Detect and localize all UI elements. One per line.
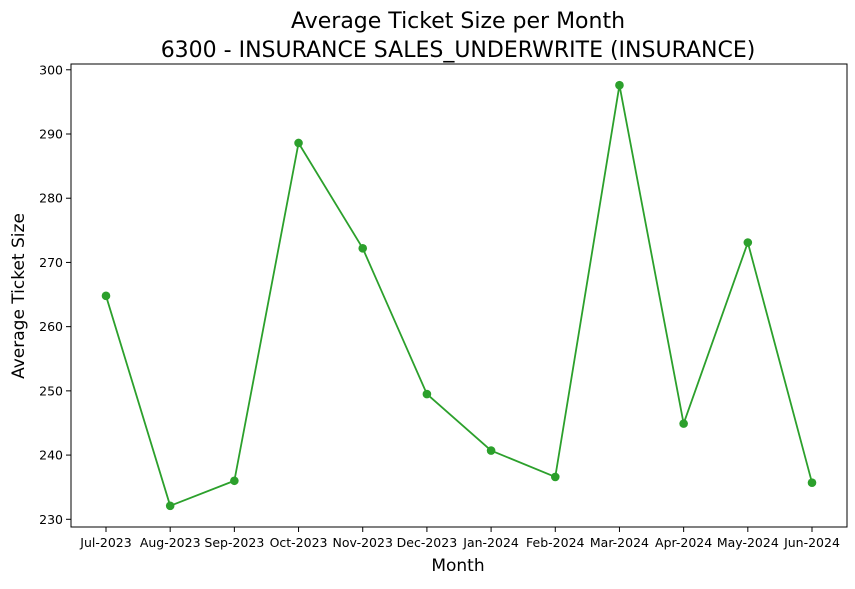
series-layer bbox=[101, 80, 817, 511]
x-tick-label: Feb-2024 bbox=[526, 535, 585, 550]
data-point bbox=[422, 389, 432, 399]
data-point bbox=[101, 291, 111, 301]
data-point bbox=[550, 472, 560, 482]
x-tick-label: Dec-2023 bbox=[397, 535, 458, 550]
series-line bbox=[105, 84, 813, 507]
y-tick-label: 250 bbox=[39, 383, 63, 398]
y-tick-label: 240 bbox=[39, 448, 63, 463]
chart-title-line-1: Average Ticket Size per Month bbox=[291, 9, 625, 34]
data-point bbox=[679, 419, 688, 428]
x-tick-label: Jan-2024 bbox=[462, 535, 519, 550]
x-tick-label: Nov-2023 bbox=[333, 535, 393, 550]
x-tick-label: Sep-2023 bbox=[204, 535, 264, 550]
data-point bbox=[743, 238, 753, 247]
y-tick-label: 230 bbox=[39, 512, 63, 527]
x-axis: Jul-2023 Aug-2023 Sep-2023 Oct-2023 Nov-2023… bbox=[79, 527, 840, 550]
plot-frame bbox=[70, 63, 848, 528]
data-point bbox=[486, 446, 496, 455]
x-tick-label: May-2024 bbox=[717, 535, 779, 550]
y-tick-label: 260 bbox=[39, 319, 63, 334]
y-axis: 230 240 250 260 270 280 290 300 bbox=[39, 62, 71, 527]
y-axis-label: Average Ticket Size bbox=[9, 213, 29, 379]
y-tick-label: 270 bbox=[39, 255, 63, 270]
y-tick-label: 280 bbox=[39, 191, 63, 206]
x-tick-label: Aug-2023 bbox=[140, 535, 201, 550]
chart-title-line-2: 6300 - INSURANCE SALES_UNDERWRITE (INSUR… bbox=[161, 38, 756, 63]
x-tick-label: Jul-2023 bbox=[79, 535, 131, 550]
x-axis-label: Month bbox=[431, 556, 484, 576]
x-tick-label: Mar-2024 bbox=[590, 535, 649, 550]
data-point bbox=[807, 478, 817, 487]
x-tick-label: Jun-2024 bbox=[783, 535, 840, 550]
data-point bbox=[165, 501, 175, 511]
x-tick-label: Oct-2023 bbox=[270, 535, 328, 550]
y-tick-label: 290 bbox=[39, 126, 63, 141]
data-point bbox=[358, 244, 368, 253]
data-point bbox=[230, 476, 239, 486]
x-tick-label: Apr-2024 bbox=[655, 535, 712, 550]
data-point bbox=[294, 138, 303, 148]
data-point bbox=[615, 80, 624, 90]
y-tick-label: 300 bbox=[39, 62, 63, 77]
